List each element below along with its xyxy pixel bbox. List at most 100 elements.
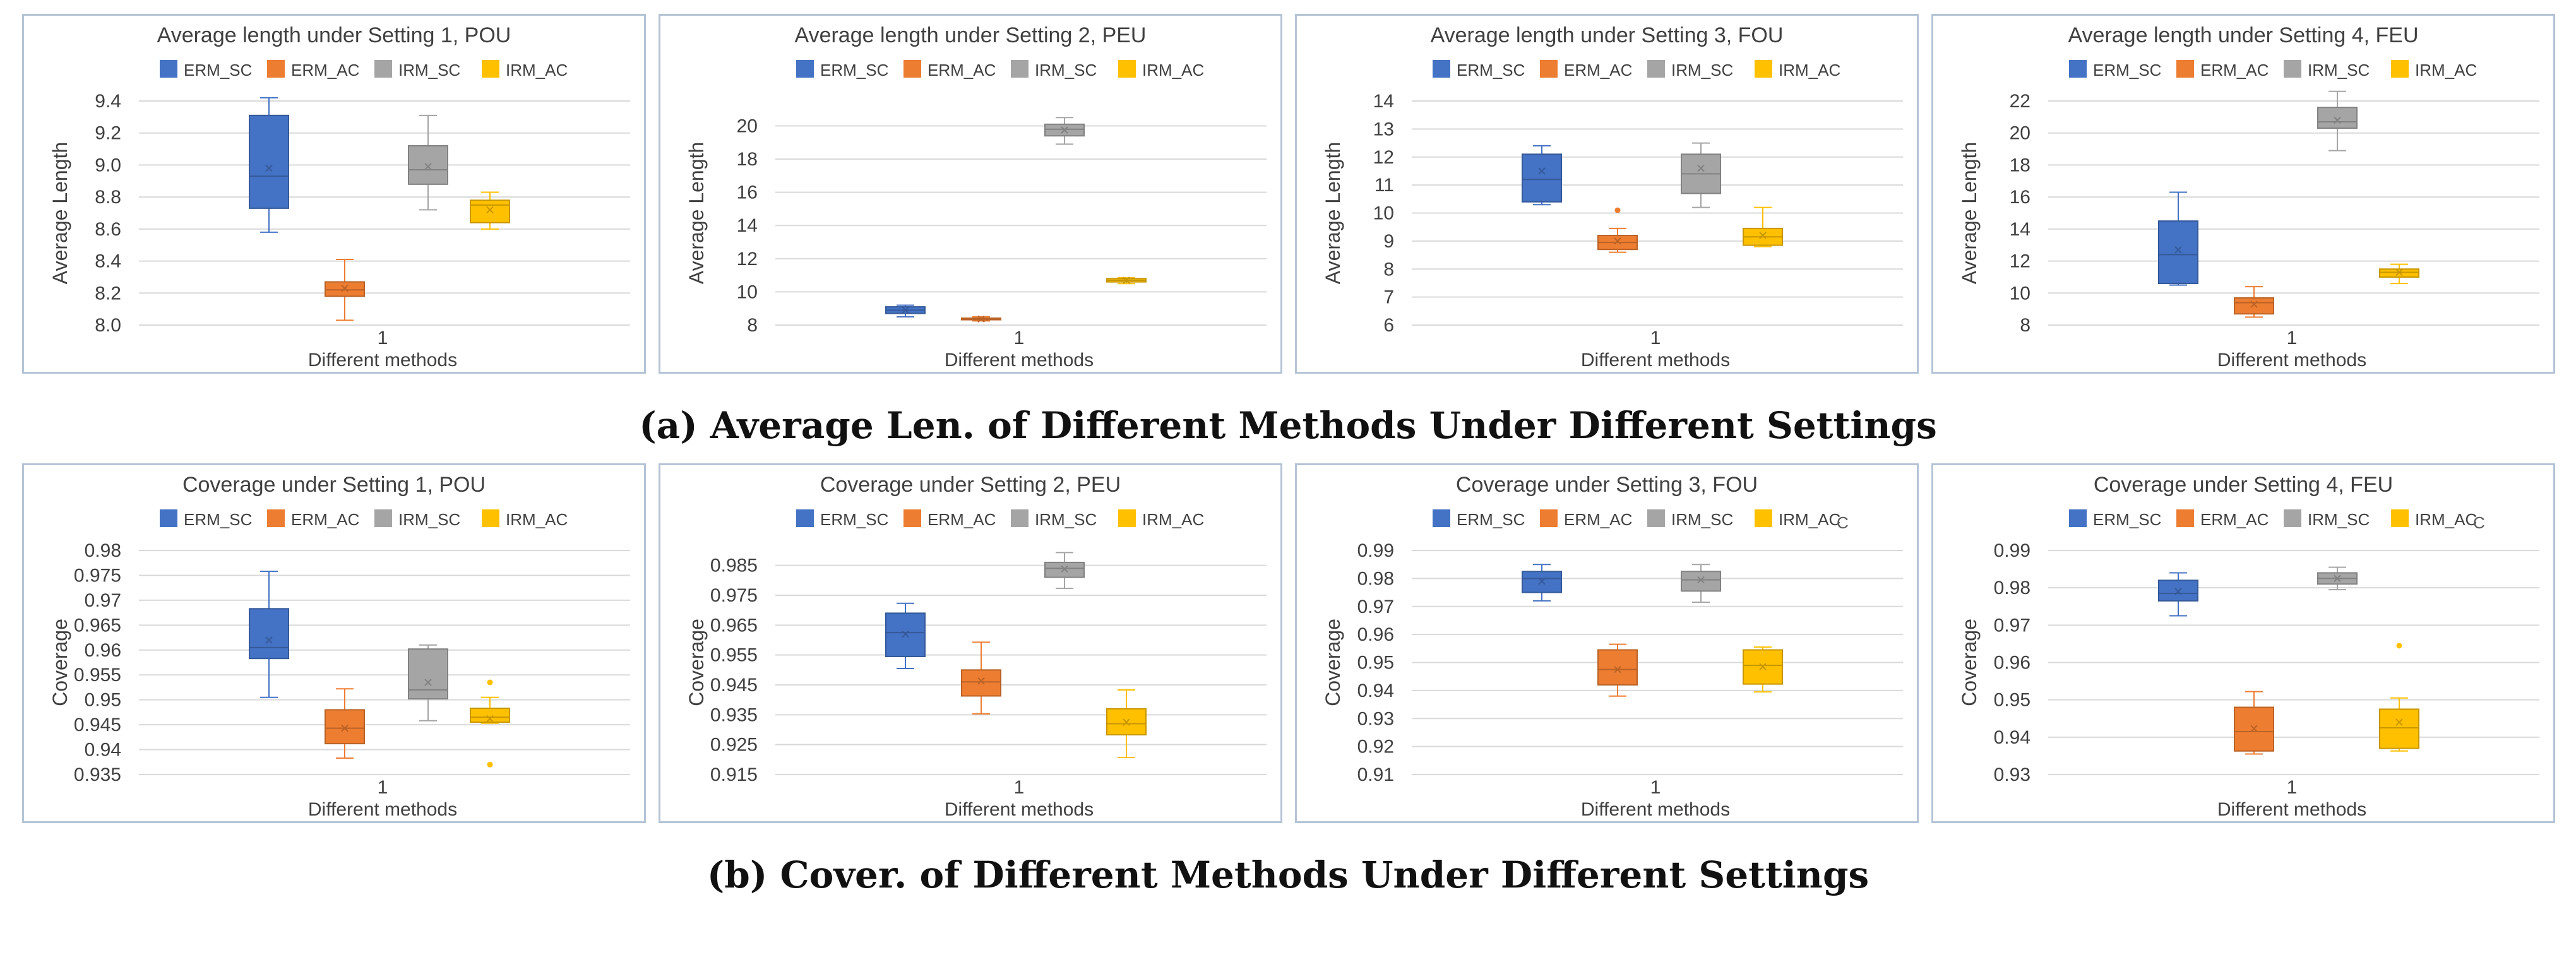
y-tick-label: 0.985 (710, 555, 758, 576)
x-tick-label: 1 (378, 777, 388, 798)
y-tick-label: 0.945 (74, 715, 121, 735)
y-tick-label: 0.915 (710, 764, 758, 785)
legend-label: ERM_SC (184, 510, 252, 529)
x-axis-label: Different methods (308, 799, 457, 820)
mean-marker (977, 677, 985, 685)
y-tick-label: 0.96 (1994, 653, 2030, 674)
legend-swatch (1011, 60, 1029, 78)
y-tick-label: 0.935 (710, 704, 758, 725)
x-axis-label: Different methods (1581, 799, 1730, 820)
chart-panel-len-4: Average length under Setting 4, FEU ERM_S… (1931, 14, 2555, 374)
x-axis-label: Different methods (945, 350, 1094, 371)
x-axis-label: Different methods (2217, 799, 2366, 820)
mean-marker (2334, 116, 2341, 124)
legend-swatch (2176, 60, 2194, 78)
box-irm-ac (470, 708, 510, 723)
legend-swatch (2176, 509, 2194, 527)
box-erm-sc (2158, 579, 2198, 602)
y-axis-label: Coverage (49, 619, 71, 706)
y-tick-label: 8 (2020, 315, 2030, 336)
box-erm-sc (885, 612, 926, 658)
y-tick-label: 14 (737, 215, 758, 236)
legend-label: ERM_SC (820, 510, 888, 529)
mean-marker (977, 315, 985, 323)
mean-marker (1061, 126, 1068, 134)
legend-swatch (267, 509, 285, 527)
x-tick-label: 1 (1650, 777, 1661, 798)
legend-label: IRM_SC (1671, 61, 1733, 80)
y-tick-label: 12 (1373, 147, 1394, 168)
chart-title: Coverage under Setting 4, FEU (2094, 473, 2393, 497)
legend-swatch (903, 60, 921, 78)
mean-marker (2250, 300, 2258, 308)
mean-marker (2250, 725, 2258, 732)
legend-swatch (482, 60, 499, 78)
box-irm-sc (1044, 561, 1085, 578)
y-tick-label: 8 (747, 315, 758, 336)
legend-label: IRM_SC (398, 61, 460, 80)
chart-title: Coverage under Setting 1, POU (182, 473, 486, 497)
box-irm-sc (2317, 107, 2358, 129)
legend-label: IRM_AC (1779, 61, 1840, 80)
legend-label: IRM_SC (398, 510, 460, 529)
mean-marker (902, 306, 909, 314)
mean-marker (2174, 588, 2182, 595)
mean-marker (1123, 276, 1130, 284)
y-tick-label: 0.975 (710, 585, 758, 606)
legend-label: ERM_SC (2093, 510, 2161, 529)
y-tick-label: 0.97 (1357, 597, 1394, 617)
legend-swatch (1433, 60, 1450, 78)
y-axis-label: Average Length (685, 142, 708, 284)
legend-label: ERM_AC (291, 510, 359, 529)
mean-marker (902, 630, 909, 638)
legend-swatch (1118, 509, 1136, 527)
y-tick-label: 0.91 (1357, 764, 1394, 785)
legend-label: ERM_SC (1457, 61, 1525, 80)
mean-marker (424, 163, 432, 170)
chart-title: Coverage under Setting 3, FOU (1456, 473, 1758, 497)
legend-label: IRM_SC (2308, 510, 2370, 529)
y-tick-label: 0.99 (1994, 540, 2030, 561)
legend-label: ERM_SC (2093, 61, 2161, 80)
legend-label: ERM_AC (1564, 510, 1632, 529)
legend-swatch (1118, 60, 1136, 78)
y-tick-label: 0.935 (74, 764, 121, 785)
legend-label: ERM_AC (1564, 61, 1632, 80)
y-tick-label: 0.95 (1357, 653, 1394, 674)
y-tick-label: 0.93 (1994, 764, 2030, 785)
legend-swatch (1647, 509, 1665, 527)
y-tick-label: 0.99 (1357, 540, 1394, 561)
y-axis-label: Coverage (1958, 619, 1981, 706)
chart-svg: Average length under Setting 1, POU ERM_S… (49, 23, 630, 371)
chart-panel-cov-3: Coverage under Setting 3, FOU ERM_SC ERM_A… (1295, 463, 1919, 823)
y-tick-label: 0.95 (85, 690, 121, 711)
y-tick-label: 0.965 (74, 615, 121, 636)
mean-marker (1061, 565, 1068, 573)
legend-label: IRM_AC (1142, 510, 1204, 529)
box-irm-sc (408, 648, 448, 700)
y-axis-label: Average Length (1958, 142, 1981, 284)
legend-label: IRM_SC (1035, 61, 1097, 80)
legend-label: IRM_AC (2415, 61, 2477, 80)
legend-swatch (2069, 509, 2087, 527)
chart-panel-len-1: Average length under Setting 1, POU ERM_S… (22, 14, 646, 374)
y-tick-label: 0.96 (1357, 624, 1394, 645)
mean-marker (2395, 718, 2403, 726)
legend-swatch (1540, 60, 1558, 78)
y-tick-label: 14 (1373, 91, 1394, 112)
y-tick-label: 13 (1373, 119, 1394, 140)
legend-label: ERM_AC (2200, 61, 2269, 80)
y-tick-label: 8.6 (95, 219, 121, 240)
box-erm-sc (249, 114, 289, 209)
y-tick-label: 11 (1374, 175, 1394, 196)
chart-panel-cov-1: Coverage under Setting 1, POU ERM_SC ERM_A… (22, 463, 646, 823)
y-tick-label: 8.2 (95, 283, 121, 304)
y-tick-label: 0.945 (710, 675, 758, 696)
mean-marker (1697, 576, 1705, 584)
x-axis-label: Different methods (945, 799, 1094, 820)
mean-marker (265, 164, 273, 172)
y-tick-label: 9.2 (95, 123, 121, 144)
chart-title: Average length under Setting 3, FOU (1431, 23, 1784, 47)
y-tick-label: 0.925 (710, 735, 758, 756)
caption-b: (b) Cover. of Different Methods Under Di… (707, 853, 1869, 896)
